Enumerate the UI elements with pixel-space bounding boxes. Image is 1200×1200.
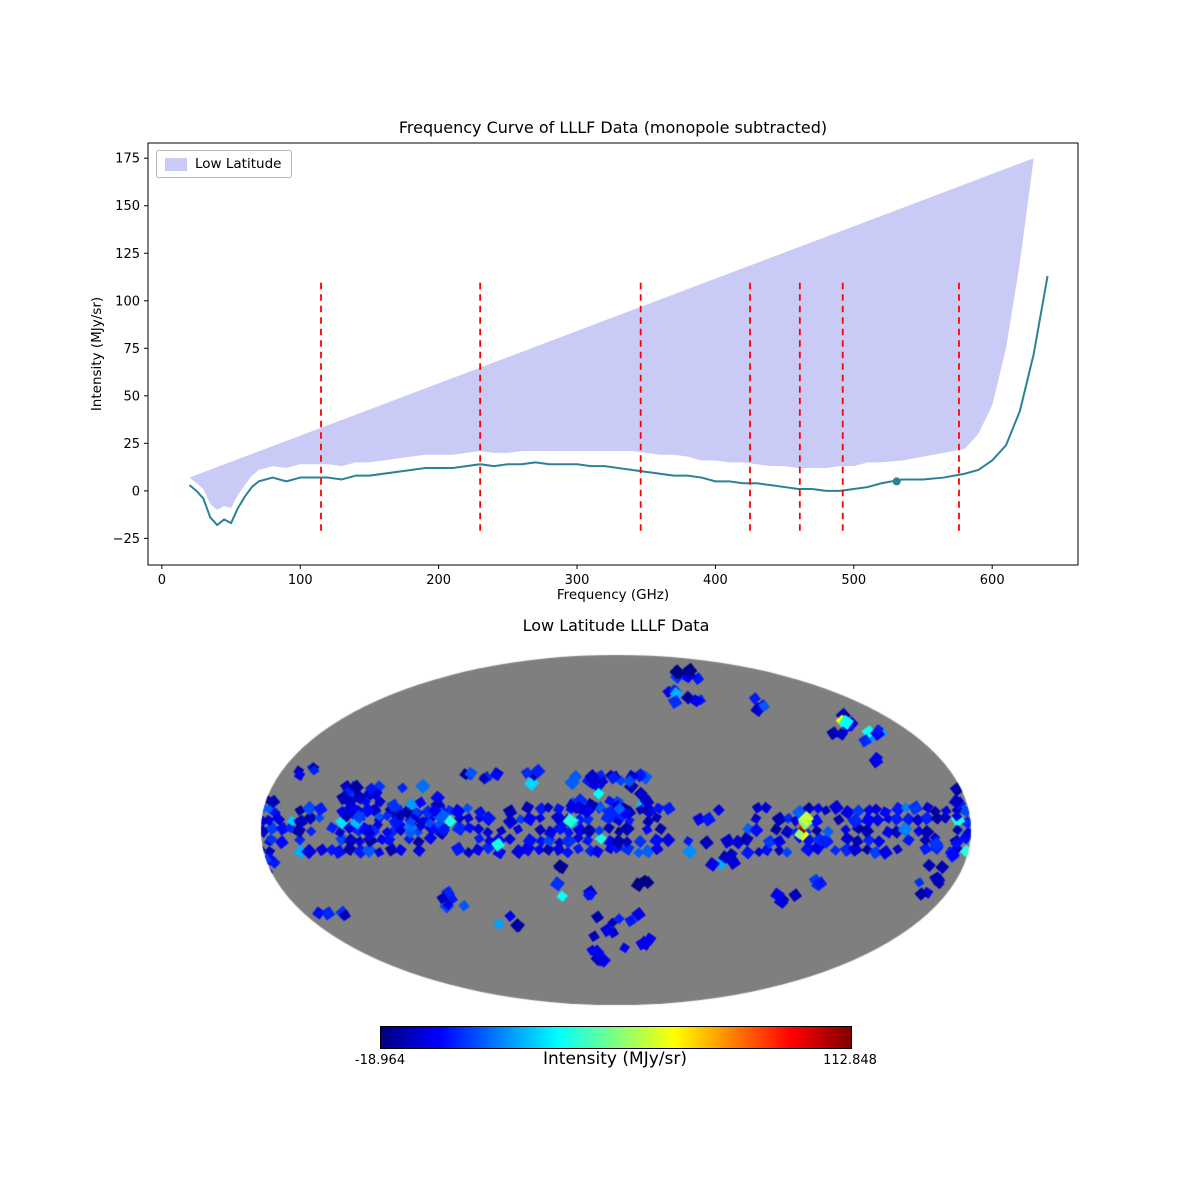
svg-text:175: 175	[115, 152, 140, 167]
svg-text:75: 75	[123, 342, 140, 357]
colorbar	[380, 1026, 852, 1049]
svg-text:0: 0	[132, 484, 140, 499]
svg-text:150: 150	[115, 199, 140, 214]
svg-text:400: 400	[703, 573, 728, 588]
svg-text:100: 100	[288, 573, 313, 588]
svg-text:−25: −25	[113, 532, 140, 547]
svg-text:200: 200	[426, 573, 451, 588]
frequency-chart-title: Frequency Curve of LLLF Data (monopole s…	[398, 118, 828, 137]
svg-text:600: 600	[980, 573, 1005, 588]
svg-text:25: 25	[123, 437, 140, 452]
x-axis-label: Frequency (GHz)	[556, 587, 670, 603]
sky-map-title: Low Latitude LLLF Data	[522, 616, 710, 635]
frequency-chart-canvas: 0 100 200 300 400 500 600 −25 0 25 50 75 100 125 150 17…	[113, 142, 1079, 588]
legend-patch-low-latitude	[165, 157, 187, 171]
legend-label-low-latitude: Low Latitude	[195, 156, 282, 172]
colorbar-min-label: -18.964	[354, 1053, 406, 1068]
colorbar-max-label: 112.848	[823, 1053, 877, 1068]
sky-map-canvas	[256, 650, 976, 1010]
svg-text:100: 100	[115, 294, 140, 309]
svg-text:50: 50	[123, 389, 140, 404]
svg-text:0: 0	[158, 573, 166, 588]
svg-text:125: 125	[115, 247, 140, 262]
legend: Low Latitude	[156, 150, 293, 178]
y-axis-label: Intensity (MJy/sr)	[89, 296, 105, 412]
colorbar-title: Intensity (MJy/sr)	[543, 1049, 687, 1069]
svg-text:500: 500	[841, 573, 866, 588]
svg-text:300: 300	[565, 573, 590, 588]
